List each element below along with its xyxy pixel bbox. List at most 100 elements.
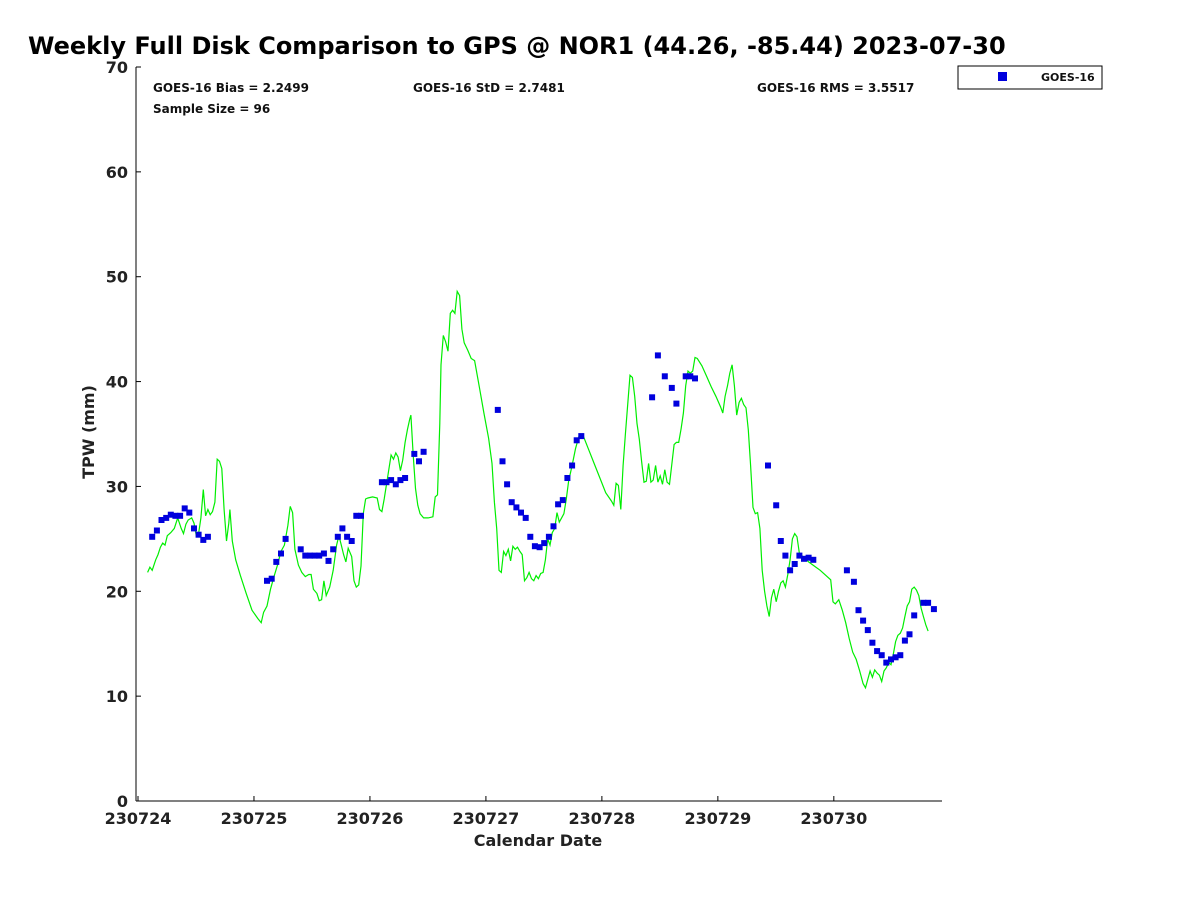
goes-data-point xyxy=(513,504,520,511)
y-tick-label: 20 xyxy=(106,582,128,601)
goes-data-point xyxy=(661,373,668,380)
goes-data-point xyxy=(682,373,689,380)
x-tick-label: 230727 xyxy=(453,809,520,828)
goes-data-point xyxy=(888,656,894,663)
goes-data-point xyxy=(163,514,170,521)
goes-data-point xyxy=(573,437,580,444)
goes-data-point xyxy=(564,475,571,481)
goes-data-point xyxy=(158,517,165,523)
goes-data-point xyxy=(397,477,404,484)
goes-data-point xyxy=(810,556,817,563)
goes-data-point xyxy=(508,499,515,506)
stat-bias: GOES-16 Bias = 2.2499 xyxy=(153,81,309,95)
legend-marker-goes xyxy=(998,72,1007,81)
x-axis-label: Calendar Date xyxy=(474,831,603,850)
goes-data-point xyxy=(348,538,355,544)
goes-data-point xyxy=(527,533,534,540)
y-tick-label: 40 xyxy=(106,373,128,392)
goes-data-point xyxy=(673,400,680,407)
goes-data-point xyxy=(344,533,351,540)
goes-data-point xyxy=(518,509,524,516)
goes-data-point xyxy=(278,550,284,557)
x-tick-label: 230726 xyxy=(337,809,404,828)
x-tick-label: 230724 xyxy=(105,809,172,828)
goes-data-point xyxy=(796,552,803,559)
goes-data-point xyxy=(850,578,857,585)
goes-data-point xyxy=(392,481,399,488)
goes-data-point xyxy=(550,523,557,530)
goes-data-point xyxy=(499,458,506,465)
goes-data-point xyxy=(181,505,188,512)
goes-data-point xyxy=(195,531,202,538)
goes-data-point xyxy=(787,567,794,574)
goes-data-point xyxy=(555,501,562,508)
goes-data-point xyxy=(334,533,341,540)
stat-std: GOES-16 StD = 2.7481 xyxy=(413,81,565,95)
goes-data-point xyxy=(339,525,346,532)
goes-data-point xyxy=(901,637,908,644)
goes-data-point xyxy=(494,406,501,413)
goes-data-point xyxy=(307,552,313,559)
goes-data-point xyxy=(264,577,270,584)
goes-data-point xyxy=(925,599,932,606)
gps-series-line xyxy=(147,289,929,690)
goes-data-point xyxy=(320,550,327,557)
x-tick-label: 230728 xyxy=(568,809,635,828)
goes-data-point xyxy=(541,540,548,547)
goes-data-point xyxy=(330,546,337,553)
x-tick-label: 230725 xyxy=(221,809,288,828)
goes-data-point xyxy=(649,394,656,401)
x-ticks: 230724 230725 230726 230727 230728 230729 2307… xyxy=(105,796,867,828)
goes-data-point xyxy=(897,652,904,659)
goes-data-point xyxy=(791,561,798,567)
goes-data-point xyxy=(204,533,211,540)
stat-sample-size: Sample Size = 96 xyxy=(153,102,270,116)
goes-data-point xyxy=(531,543,538,550)
goes-data-point xyxy=(869,639,876,646)
goes-data-point xyxy=(878,652,885,659)
goes-data-point xyxy=(149,533,156,540)
chart-title: Weekly Full Disk Comparison to GPS @ NOR… xyxy=(28,32,1006,60)
goes-data-point xyxy=(777,538,784,544)
goes-data-point xyxy=(378,479,385,486)
x-tick-label: 230730 xyxy=(800,809,867,828)
legend-box xyxy=(957,65,1103,90)
goes-data-point xyxy=(273,558,280,565)
goes-data-point xyxy=(536,544,543,551)
goes-data-point xyxy=(801,555,807,562)
goes-data-point xyxy=(874,648,881,655)
goes-data-point xyxy=(153,527,160,534)
goes-data-point xyxy=(654,352,661,359)
goes-data-point xyxy=(843,567,850,574)
goes-data-point xyxy=(883,659,890,666)
goes-data-point xyxy=(805,554,812,561)
goes-data-point xyxy=(297,546,304,553)
goes-data-point xyxy=(420,448,427,455)
y-axis-label: TPW (mm) xyxy=(79,385,98,479)
goes-data-point xyxy=(383,479,390,486)
goes-data-point xyxy=(358,512,364,519)
goes-data-point xyxy=(930,606,937,613)
goes-data-point xyxy=(316,552,323,559)
goes-data-point xyxy=(191,525,197,532)
legend-label-goes: GOES-16 xyxy=(1041,71,1095,84)
legend: GOES-16 xyxy=(957,65,1103,90)
goes-data-point xyxy=(782,552,789,559)
goes-data-point xyxy=(268,575,275,582)
goes-series-markers xyxy=(149,352,937,666)
goes-data-point xyxy=(416,458,422,465)
goes-data-point xyxy=(186,509,193,516)
y-tick-label: 10 xyxy=(106,687,128,706)
goes-data-point xyxy=(765,462,771,469)
goes-data-point xyxy=(920,599,927,606)
goes-data-point xyxy=(522,514,529,521)
goes-data-point xyxy=(545,533,552,540)
goes-data-point xyxy=(569,462,576,469)
y-tick-label: 50 xyxy=(106,268,128,287)
goes-data-point xyxy=(578,433,585,440)
plot-area xyxy=(135,67,942,802)
x-tick-label: 230729 xyxy=(684,809,751,828)
goes-data-point xyxy=(353,512,360,519)
y-tick-label: 0 xyxy=(117,792,128,811)
